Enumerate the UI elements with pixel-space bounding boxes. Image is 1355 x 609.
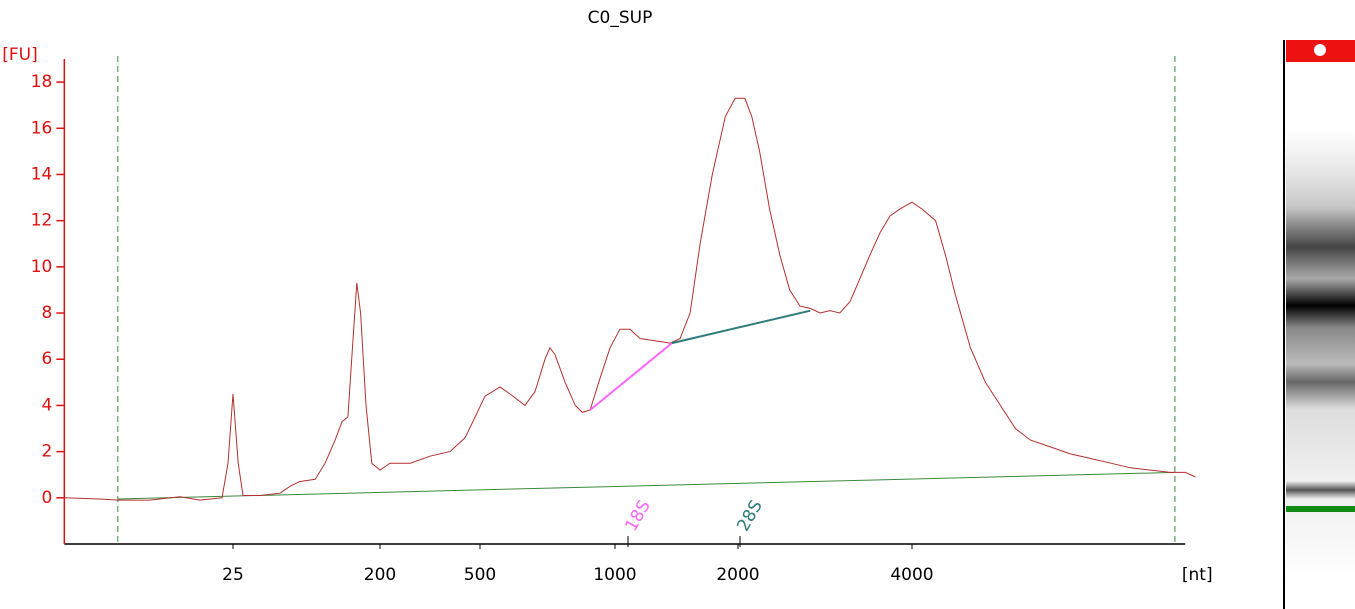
y-tick-label: 8 xyxy=(42,303,53,323)
fragment-label: 18S xyxy=(621,497,655,535)
gel-lane xyxy=(1283,40,1355,609)
y-tick-label: 2 xyxy=(42,442,53,462)
y-tick-label: 16 xyxy=(31,118,53,138)
y-tick-label: 12 xyxy=(31,211,53,231)
fragment-region-line xyxy=(671,309,811,345)
y-axis-label: [FU] xyxy=(2,45,38,65)
y-tick-label: 10 xyxy=(31,257,53,277)
x-tick-label: 25 xyxy=(222,565,244,585)
y-tick-label: 6 xyxy=(42,349,53,369)
y-tick-label: 14 xyxy=(31,164,53,184)
x-tick-label: 2000 xyxy=(716,565,759,585)
fragment-region-line xyxy=(589,342,673,411)
fragment-label: 28S xyxy=(733,497,767,535)
gel-bands xyxy=(1286,130,1355,580)
x-tick-label: 200 xyxy=(364,565,396,585)
gel-marker-band xyxy=(1286,506,1355,512)
chart-title: C0_SUP xyxy=(588,8,653,28)
x-tick-label: 4000 xyxy=(890,565,933,585)
x-tick-label: 500 xyxy=(464,565,496,585)
gel-header-icon xyxy=(1314,44,1326,56)
y-tick-label: 18 xyxy=(31,72,53,92)
trace xyxy=(64,97,1196,501)
x-tick-label: 1000 xyxy=(593,565,636,585)
y-tick-label: 0 xyxy=(42,488,53,508)
x-axis-label: [nt] xyxy=(1182,565,1213,585)
y-tick-label: 4 xyxy=(42,395,53,415)
baseline xyxy=(117,471,1175,500)
